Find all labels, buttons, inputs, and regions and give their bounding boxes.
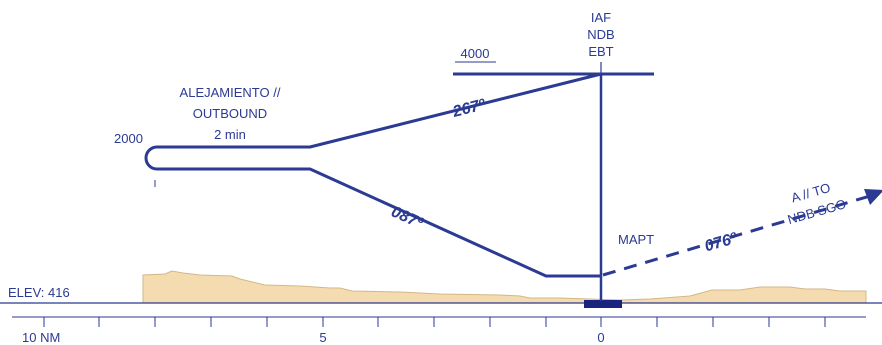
procedure-track — [144, 72, 602, 278]
fix-label-iaf: IAF — [591, 10, 611, 25]
outbound-label-line1: ALEJAMIENTO // — [180, 85, 281, 100]
course-missed-label: 076º — [703, 230, 740, 256]
altitude-top-label: 4000 — [461, 46, 490, 61]
missed-approach-arrow-icon — [864, 189, 882, 205]
scale-label-0: 0 — [597, 330, 604, 345]
scale-label-10nm: 10 NM — [22, 330, 60, 345]
fix-label-ebt: EBT — [588, 44, 613, 59]
outbound-label-line2: OUTBOUND — [193, 106, 267, 121]
course-outbound-label: 267º — [450, 96, 488, 121]
altitude-turn-label: 2000 — [114, 131, 143, 146]
outbound-time-label: 2 min — [214, 127, 246, 142]
scale-ticks — [43, 317, 826, 327]
scale-label-5: 5 — [319, 330, 326, 345]
terrain-profile — [142, 270, 867, 304]
elevation-label: ELEV: 416 — [8, 285, 70, 300]
fix-label-ndb: NDB — [587, 27, 614, 42]
mapt-label: MAPT — [618, 232, 654, 247]
missed-approach-track — [602, 194, 871, 277]
course-inbound-label: 087º — [389, 204, 427, 233]
runway-block — [584, 300, 622, 308]
